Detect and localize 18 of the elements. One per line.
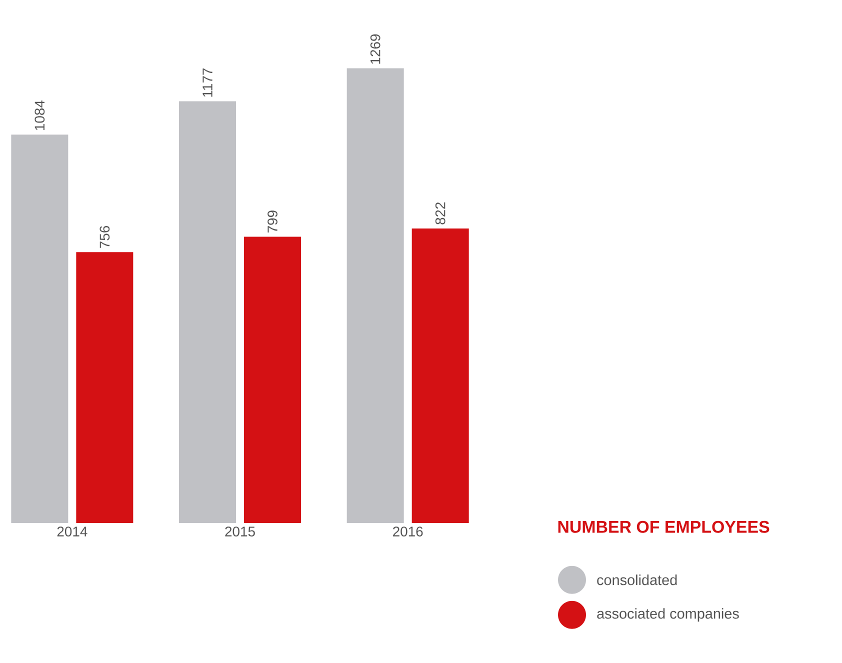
bar	[412, 228, 469, 524]
bar	[76, 252, 134, 524]
legend-label: consolidated	[597, 574, 677, 586]
x-tick-label: 2015	[225, 526, 255, 537]
data-label: 799	[268, 210, 278, 233]
data-label: 822	[435, 202, 446, 224]
data-label: 1084	[34, 100, 45, 130]
bar	[179, 101, 236, 524]
data-label: 756	[100, 226, 110, 248]
data-label: 1269	[370, 34, 380, 64]
x-tick-label: 2014	[57, 526, 88, 537]
legend-title: NUMBER OF EMPLOYEES	[558, 520, 770, 533]
bar	[244, 236, 302, 524]
bar	[11, 134, 68, 524]
data-label: 1177	[202, 68, 212, 97]
bar	[346, 68, 404, 524]
legend-label: associated companies	[597, 608, 739, 622]
x-tick-label: 2016	[393, 526, 423, 537]
